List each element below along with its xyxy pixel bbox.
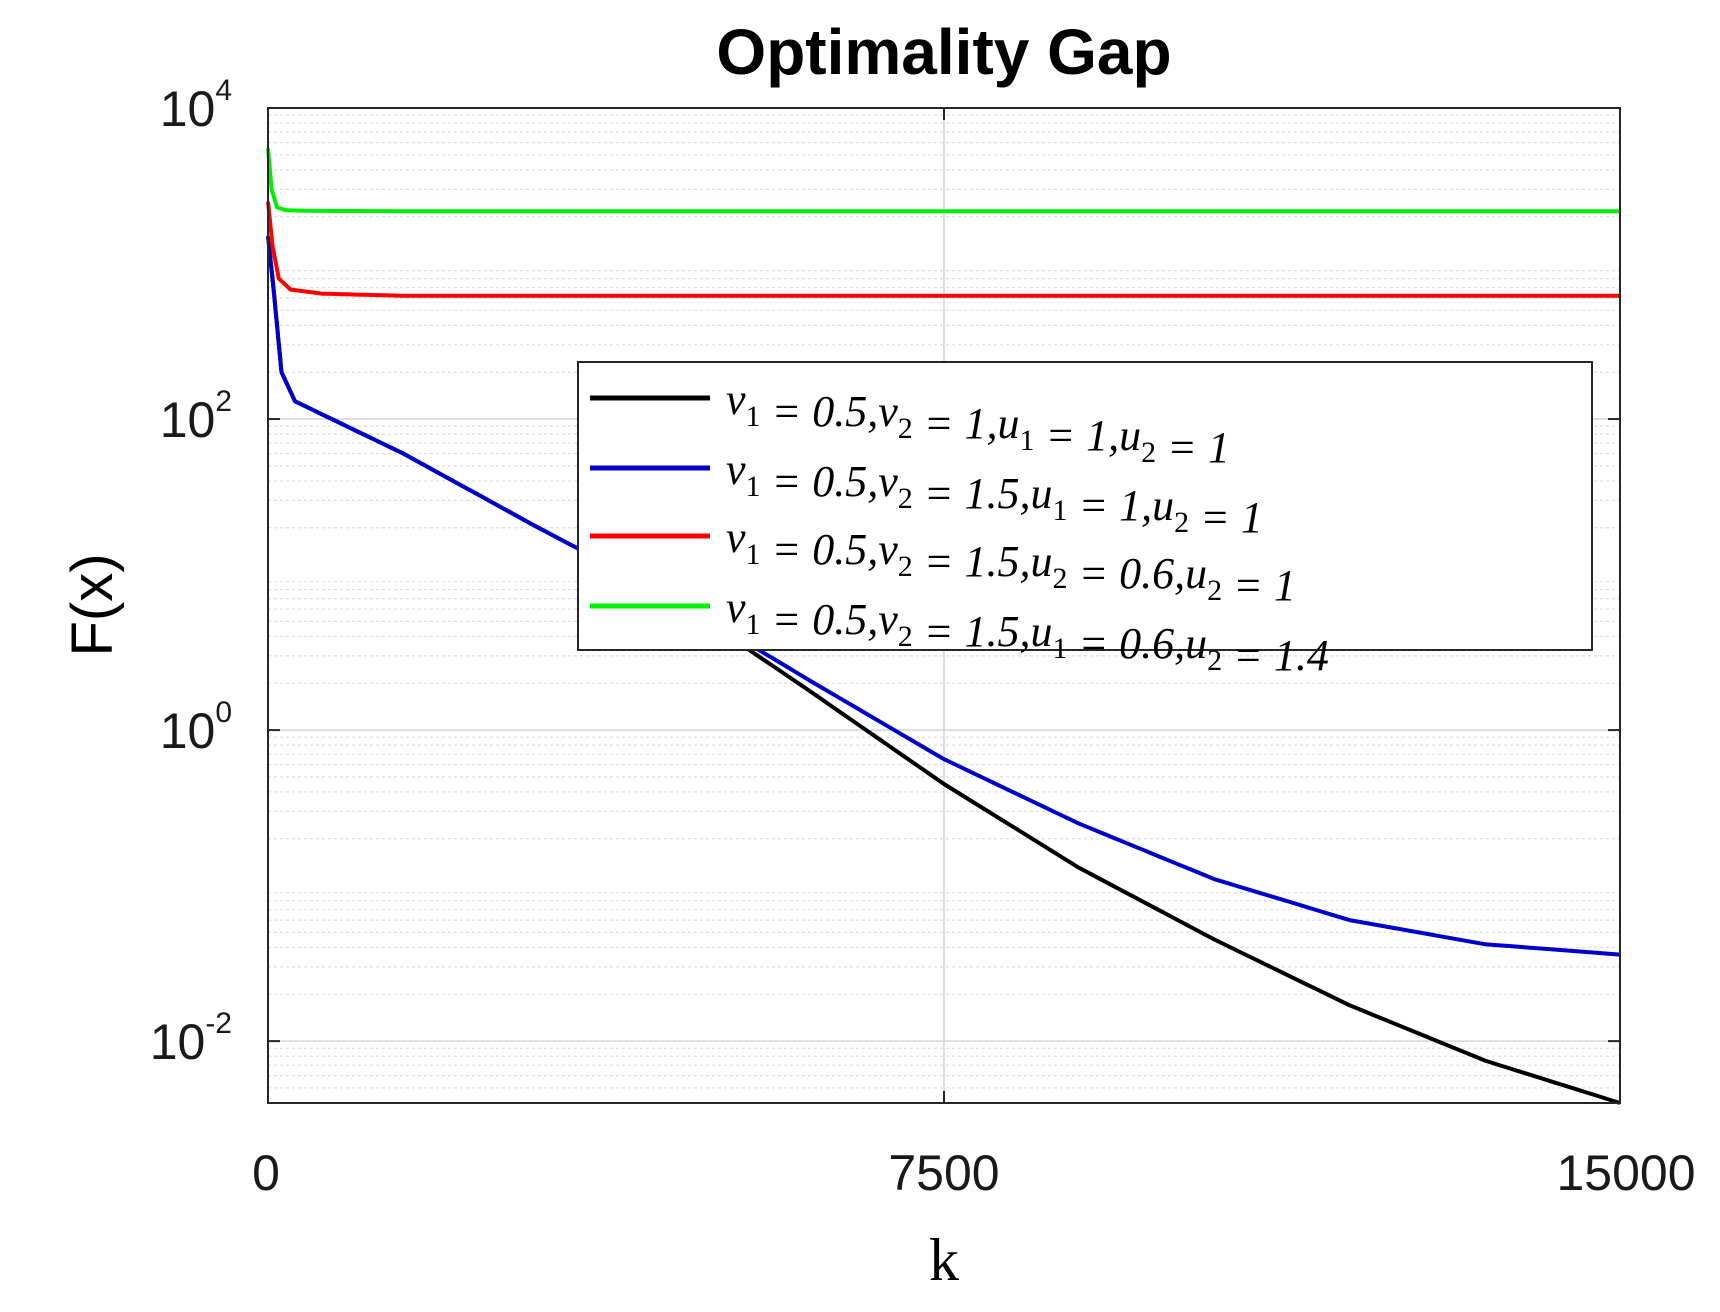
legend-label: v1 = 0.5,v2 = 1,u1 = 1,u2 = 1 bbox=[726, 375, 1230, 472]
x-tick-label: 15000 bbox=[1556, 1145, 1695, 1201]
axis-ticks: 10-2 100 102 104 0 7500 15000 bbox=[150, 74, 1696, 1201]
series-line bbox=[266, 148, 1620, 214]
legend: v1 = 0.5,v2 = 1,u1 = 1,u2 = 1v1 = 0.5,v2… bbox=[577, 361, 1593, 680]
y-tick-label: 100 bbox=[160, 696, 232, 759]
x-tick-label: 7500 bbox=[888, 1145, 999, 1201]
series-line bbox=[266, 201, 1620, 298]
legend-label: v1 = 0.5,v2 = 1.5,u1 = 1,u2 = 1 bbox=[726, 445, 1263, 542]
y-tick-label: 10-2 bbox=[150, 1007, 232, 1070]
x-axis-label: k bbox=[929, 1227, 959, 1293]
x-tick-label: 0 bbox=[252, 1145, 280, 1201]
chart-title: Optimality Gap bbox=[716, 16, 1171, 88]
legend-label: v1 = 0.5,v2 = 1.5,u1 = 0.6,u2 = 1.4 bbox=[726, 583, 1329, 680]
y-tick-label: 104 bbox=[160, 74, 232, 137]
legend-label: v1 = 0.5,v2 = 1.5,u2 = 0.6,u2 = 1 bbox=[726, 513, 1296, 610]
y-axis-label: F(x) bbox=[60, 553, 125, 656]
y-tick-label: 102 bbox=[160, 385, 232, 448]
legend-box bbox=[577, 361, 1593, 651]
